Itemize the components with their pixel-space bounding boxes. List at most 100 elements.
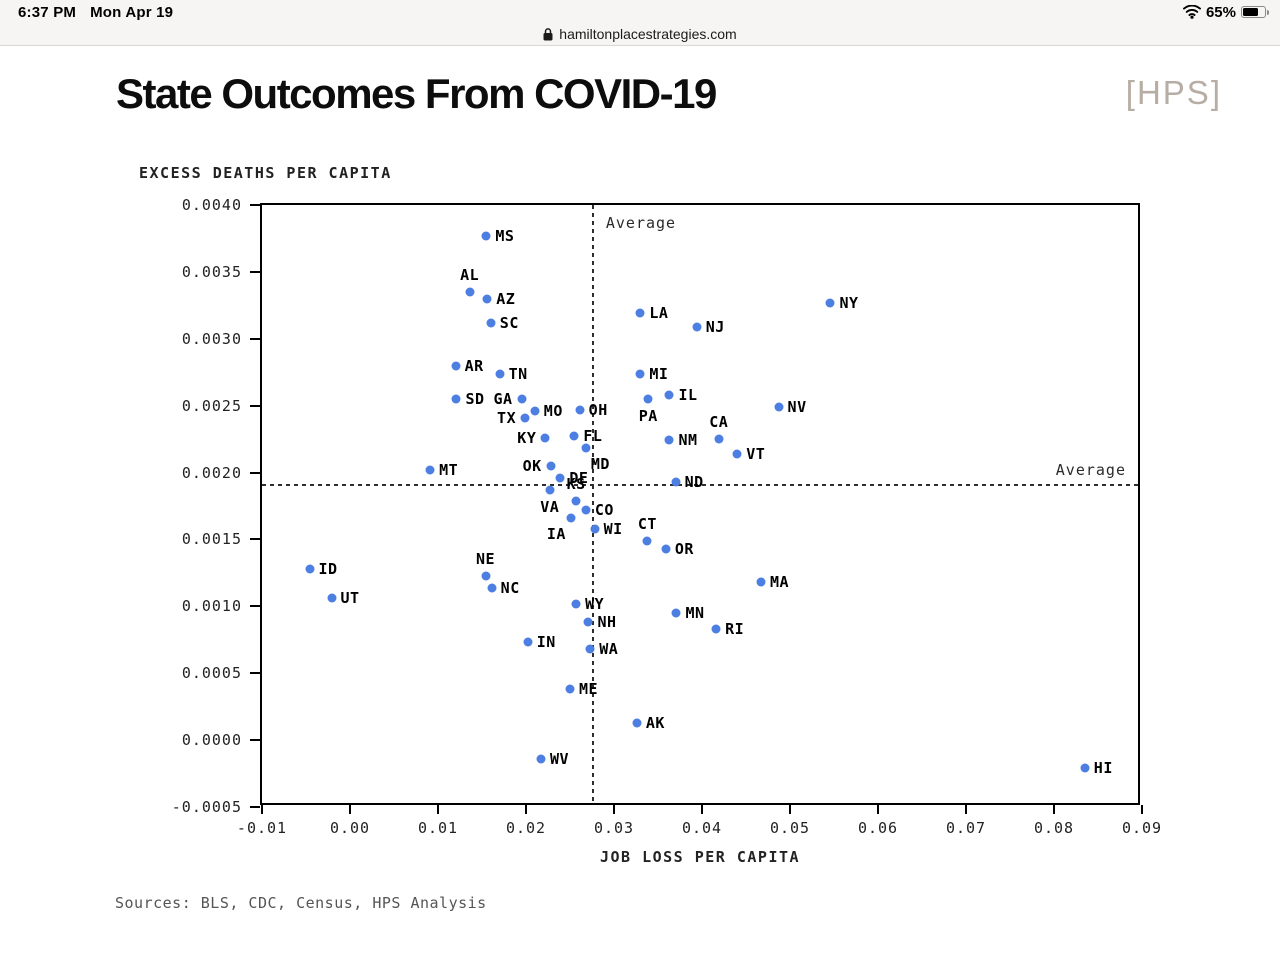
state-dot <box>632 718 642 728</box>
state-dot <box>545 485 555 495</box>
state-label: MS <box>495 226 515 245</box>
state-label: DE <box>569 468 589 487</box>
state-label: RI <box>725 620 745 639</box>
y-tick-label: 0.0035 <box>181 262 242 281</box>
state-dot <box>327 593 337 603</box>
state-dot <box>495 369 505 379</box>
state-label: NY <box>839 293 859 312</box>
y-tick-label: 0.0030 <box>181 329 242 348</box>
state-label: MT <box>439 460 459 479</box>
state-dot <box>581 505 591 515</box>
state-label: NV <box>787 398 807 416</box>
state-label: KY <box>517 428 537 447</box>
state-dot <box>732 449 742 459</box>
x-tick-label: 0.06 <box>857 819 899 837</box>
state-label: MI <box>649 364 669 383</box>
scatter-plot: 0.0040 0.0035 0.0030 0.0025 0.0020 0.0015 0.00… <box>172 196 1161 837</box>
state-dot <box>520 413 530 423</box>
state-dot <box>487 583 497 593</box>
state-label: IA <box>546 525 566 544</box>
average-x-label: Average <box>605 214 677 232</box>
y-tick-label: 0.0020 <box>181 463 242 482</box>
state-label: IL <box>678 385 698 404</box>
state-dot <box>530 406 540 416</box>
state-label: NC <box>500 578 520 597</box>
state-label: NE <box>475 549 496 568</box>
state-label: NM <box>678 431 698 450</box>
state-dot <box>571 599 581 609</box>
state-dot <box>671 608 681 618</box>
state-dot <box>481 231 491 241</box>
y-tick-mark <box>250 337 260 340</box>
state-label: ND <box>684 472 704 491</box>
x-tick-mark <box>525 805 527 814</box>
state-label: OH <box>588 400 608 419</box>
state-dot <box>569 431 579 441</box>
state-dot <box>486 318 496 328</box>
state-dot <box>540 433 550 443</box>
state-dot <box>635 308 645 318</box>
state-dot <box>664 435 674 445</box>
state-label: VA <box>540 497 560 516</box>
state-label: WA <box>599 640 619 659</box>
state-dot <box>711 624 721 634</box>
state-dot <box>774 402 784 412</box>
state-label: AR <box>464 356 484 375</box>
state-dot <box>642 536 652 546</box>
x-tick-mark <box>877 805 879 814</box>
state-label: MO <box>543 402 563 421</box>
state-label: SD <box>465 389 485 408</box>
state-label: TX <box>497 408 517 427</box>
average-y-label: Average <box>1055 460 1126 479</box>
y-tick-label: 0.0025 <box>181 396 242 415</box>
y-tick-mark <box>250 270 260 273</box>
state-label: MA <box>769 573 790 592</box>
x-tick-mark <box>261 805 263 814</box>
x-tick-label: 0.08 <box>1033 819 1075 837</box>
x-tick-label: 0.05 <box>769 819 811 837</box>
state-dot <box>635 369 645 379</box>
state-label: WI <box>603 519 623 538</box>
state-dot <box>714 434 724 444</box>
y-tick-mark <box>250 404 260 407</box>
state-dot <box>661 544 671 554</box>
state-dot <box>825 298 835 308</box>
battery-percent: 65% <box>1205 3 1236 21</box>
state-dot <box>517 394 527 404</box>
state-dot <box>555 473 565 483</box>
state-label: MD <box>590 455 610 474</box>
state-dot <box>571 496 581 506</box>
state-dot <box>575 405 585 415</box>
page-title: State Outcomes From COVID-19 <box>116 70 717 117</box>
y-tick-mark <box>250 538 260 541</box>
state-dot <box>425 465 435 475</box>
y-tick-mark <box>250 471 260 474</box>
state-dot <box>546 461 556 471</box>
state-dot <box>671 477 681 487</box>
y-tick-mark <box>250 806 260 808</box>
x-tick-label: 0.01 <box>417 819 459 837</box>
address-bar[interactable]: hamiltonplacestrategies.com <box>0 22 1280 46</box>
y-tick-mark <box>250 672 260 675</box>
state-dot <box>523 637 533 647</box>
sources-note: Sources: BLS, CDC, Census, HPS Analysis <box>115 894 487 912</box>
browser-chrome: 6:37 PM Mon Apr 19 65% hamiltonplacestrat… <box>0 0 1280 46</box>
state-label: UT <box>340 589 360 608</box>
average-x-line <box>591 205 594 803</box>
state-label: ID <box>318 559 338 578</box>
y-tick-label: 0.0000 <box>181 731 242 750</box>
state-dot <box>756 577 766 587</box>
state-label: FL <box>583 427 603 446</box>
state-dot <box>585 644 595 654</box>
lock-icon <box>543 27 553 40</box>
x-tick-mark <box>1053 805 1055 814</box>
state-dot <box>482 294 492 304</box>
y-tick-label: 0.0040 <box>181 196 242 214</box>
state-label: SC <box>499 313 519 332</box>
state-dot <box>643 394 653 404</box>
y-tick-label: 0.0005 <box>181 664 242 683</box>
wifi-icon <box>1183 5 1201 19</box>
state-label: ME <box>579 680 599 699</box>
x-tick-label: 0.02 <box>505 819 547 837</box>
x-tick-label: 0.09 <box>1121 819 1163 837</box>
